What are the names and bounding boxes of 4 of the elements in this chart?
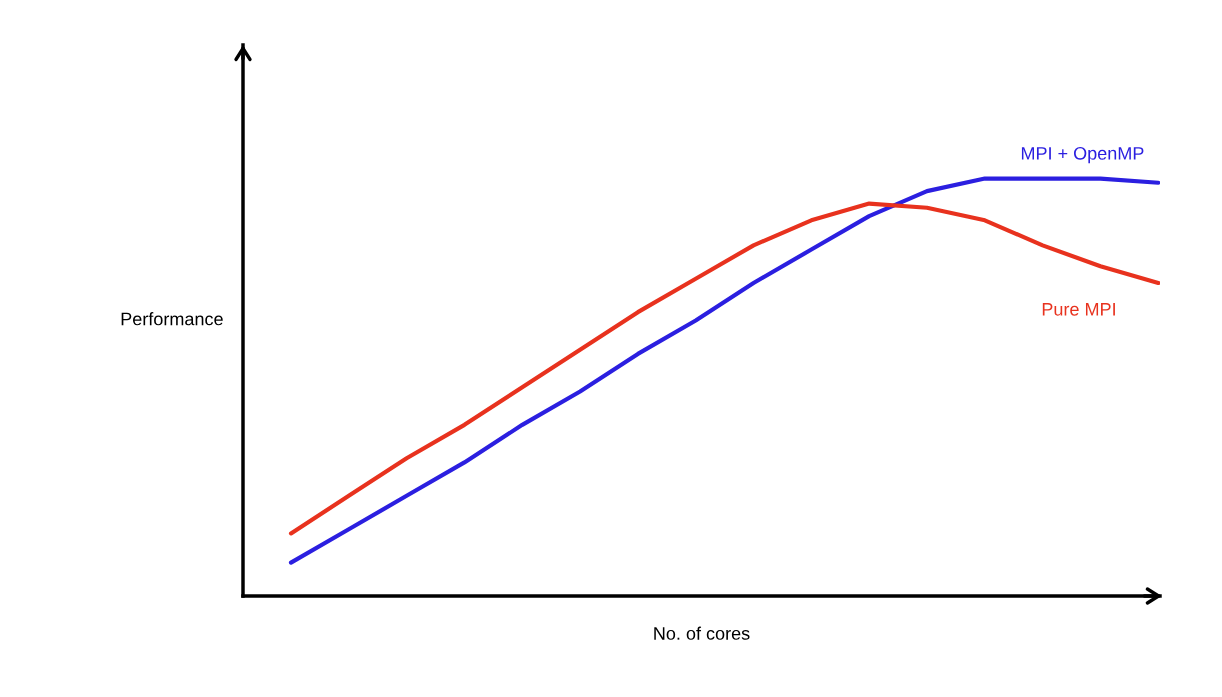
- series-label: MPI + OpenMP: [1021, 146, 1144, 164]
- series-label: Pure MPI: [1042, 303, 1115, 316]
- x-axis-title: No. of cores: [654, 626, 750, 640]
- y-axis-title: Performance: [121, 312, 223, 326]
